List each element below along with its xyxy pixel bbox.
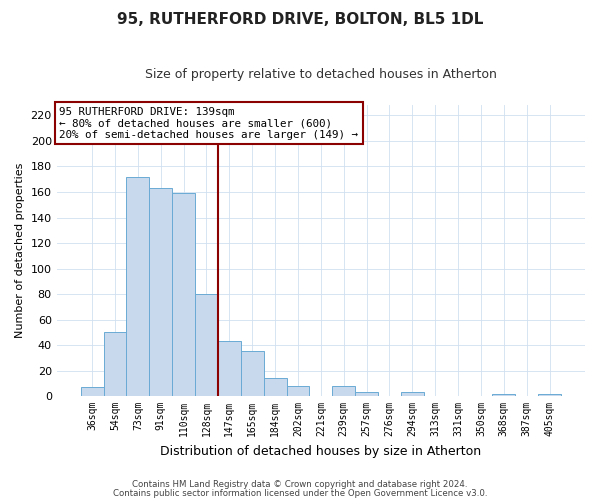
Bar xyxy=(80,387,104,396)
Bar xyxy=(172,194,195,396)
Text: Contains HM Land Registry data © Crown copyright and database right 2024.: Contains HM Land Registry data © Crown c… xyxy=(132,480,468,489)
Bar xyxy=(127,176,149,396)
Bar xyxy=(218,341,241,396)
Bar xyxy=(287,386,310,396)
Bar xyxy=(149,188,172,396)
Bar xyxy=(401,392,424,396)
Bar xyxy=(493,394,515,396)
Bar xyxy=(104,332,127,396)
X-axis label: Distribution of detached houses by size in Atherton: Distribution of detached houses by size … xyxy=(160,444,481,458)
Text: Contains public sector information licensed under the Open Government Licence v3: Contains public sector information licen… xyxy=(113,489,487,498)
Title: Size of property relative to detached houses in Atherton: Size of property relative to detached ho… xyxy=(145,68,497,80)
Bar xyxy=(241,352,263,396)
Y-axis label: Number of detached properties: Number of detached properties xyxy=(15,163,25,338)
Bar xyxy=(355,392,378,396)
Text: 95 RUTHERFORD DRIVE: 139sqm
← 80% of detached houses are smaller (600)
20% of se: 95 RUTHERFORD DRIVE: 139sqm ← 80% of det… xyxy=(59,106,358,140)
Bar xyxy=(538,394,561,396)
Bar xyxy=(332,386,355,396)
Bar xyxy=(195,294,218,396)
Bar xyxy=(263,378,287,396)
Text: 95, RUTHERFORD DRIVE, BOLTON, BL5 1DL: 95, RUTHERFORD DRIVE, BOLTON, BL5 1DL xyxy=(117,12,483,28)
